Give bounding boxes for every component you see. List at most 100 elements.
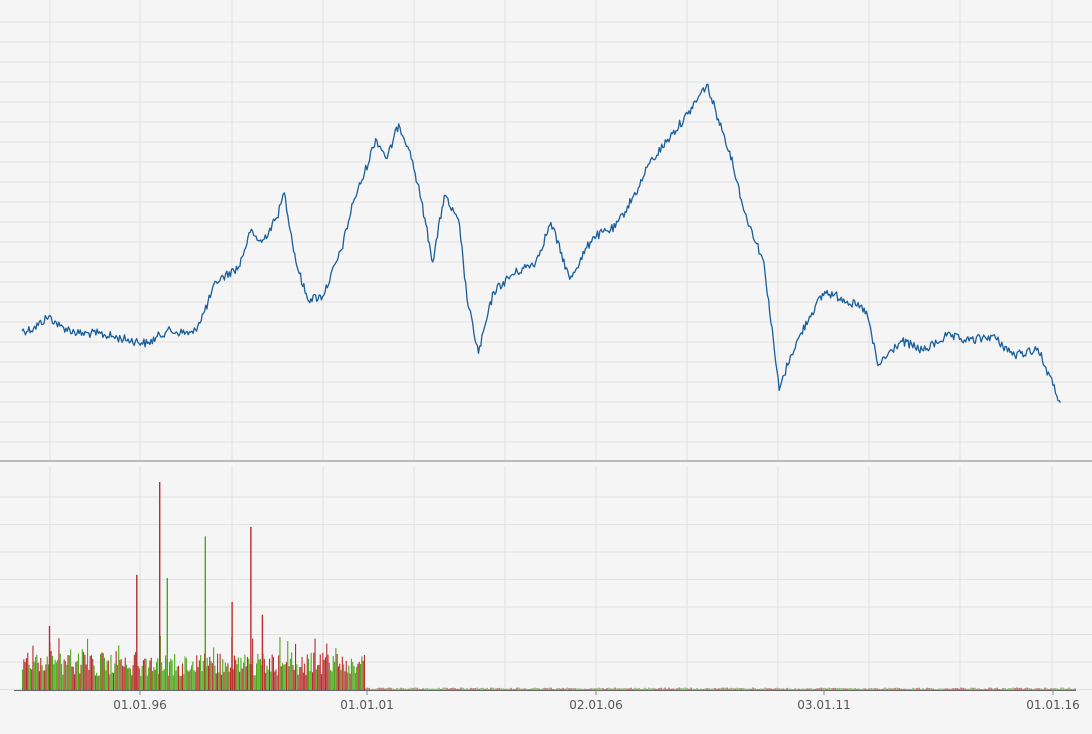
volume-bar — [148, 667, 150, 690]
volume-bar — [444, 687, 446, 690]
volume-bar — [239, 671, 241, 690]
volume-bar — [107, 660, 109, 690]
volume-bar — [870, 688, 872, 690]
volume-bar — [213, 647, 215, 690]
volume-bar — [211, 663, 213, 690]
volume-bar — [103, 657, 105, 690]
volume-bar — [786, 687, 788, 690]
volume-bar — [141, 665, 143, 690]
volume-bar — [140, 676, 142, 690]
volume-bar — [1026, 687, 1028, 690]
volume-bar — [361, 656, 363, 690]
volume-bar — [350, 658, 352, 690]
volume-bar — [201, 671, 203, 690]
volume-bar — [122, 665, 124, 690]
volume-bar — [556, 688, 558, 690]
volume-bar — [53, 664, 55, 690]
volume-bar — [990, 687, 992, 690]
volume-bar — [230, 667, 232, 690]
volume-bar — [149, 660, 151, 690]
volume-bar — [84, 654, 86, 690]
price-series-line — [21, 83, 1062, 403]
x-tick-label: 01.01.96 — [113, 698, 166, 712]
volume-bar — [300, 667, 302, 690]
volume-bar — [274, 671, 276, 690]
volume-bar — [714, 688, 716, 690]
volume-bar — [217, 653, 219, 690]
volume-bar — [690, 687, 692, 690]
volume-bar — [51, 655, 53, 690]
volume-bar — [622, 688, 624, 690]
volume-bar — [27, 652, 29, 690]
volume-bar — [478, 688, 480, 690]
volume-bar — [406, 688, 408, 690]
volume-spike — [250, 526, 252, 690]
volume-bar — [668, 687, 670, 690]
volume-bar — [998, 688, 1000, 690]
volume-bar — [784, 688, 786, 690]
volume-bar — [982, 688, 984, 690]
volume-bar — [916, 687, 918, 690]
volume-bar — [568, 688, 570, 690]
volume-bar — [308, 658, 310, 690]
volume-bar — [898, 688, 900, 690]
volume-bar — [1066, 688, 1068, 690]
volume-bar — [430, 688, 432, 690]
volume-bar — [145, 658, 147, 690]
volume-bar — [728, 688, 730, 690]
volume-bar — [322, 652, 324, 690]
volume-bar — [414, 687, 416, 690]
volume-bar — [61, 664, 63, 690]
volume-bar — [331, 671, 333, 690]
volume-bar — [45, 664, 47, 690]
volume-bar — [183, 674, 185, 690]
volume-bar — [336, 654, 338, 690]
volume-bar — [100, 654, 102, 690]
volume-bar — [588, 688, 590, 690]
volume-bar — [302, 672, 304, 690]
volume-bar — [450, 688, 452, 690]
volume-bar — [113, 672, 115, 690]
volume-bar — [676, 688, 678, 690]
volume-bar — [72, 666, 74, 690]
volume-bar — [44, 670, 46, 690]
volume-bar — [940, 688, 942, 690]
volume-bar — [279, 637, 281, 690]
volume-bar — [315, 669, 317, 690]
volume-bar — [620, 688, 622, 690]
volume-bar — [930, 688, 932, 690]
volume-bar — [219, 653, 221, 690]
volume-bar — [436, 688, 438, 690]
volume-bar — [115, 651, 117, 690]
volume-bar — [688, 688, 690, 690]
volume-bar — [936, 689, 938, 690]
volume-bar — [772, 688, 774, 690]
volume-bar — [42, 670, 44, 690]
volume-bar — [630, 687, 632, 690]
volume-bar — [174, 654, 176, 690]
volume-bar — [335, 648, 337, 690]
volume-bar — [582, 688, 584, 690]
volume-bar — [758, 689, 760, 690]
volume-bar — [520, 688, 522, 690]
volume-bar — [794, 688, 796, 690]
x-tick-label: 01.01.01 — [340, 698, 393, 712]
volume-bar — [518, 687, 520, 690]
volume-bar — [644, 687, 646, 690]
volume-bar — [1032, 689, 1034, 690]
volume-bar — [265, 672, 267, 690]
volume-bar — [396, 687, 398, 690]
volume-bar — [534, 687, 536, 690]
volume-bar — [244, 654, 246, 690]
volume-bar — [538, 688, 540, 690]
volume-bar — [120, 659, 122, 690]
volume-bar — [828, 687, 830, 690]
volume-bar — [584, 688, 586, 690]
volume-bar — [906, 688, 908, 690]
volume-bar — [97, 675, 99, 690]
volume-bar — [1052, 688, 1054, 690]
volume-bar — [934, 688, 936, 690]
volume-bar — [180, 675, 182, 690]
volume-bar — [746, 688, 748, 690]
volume-bar — [323, 659, 325, 690]
